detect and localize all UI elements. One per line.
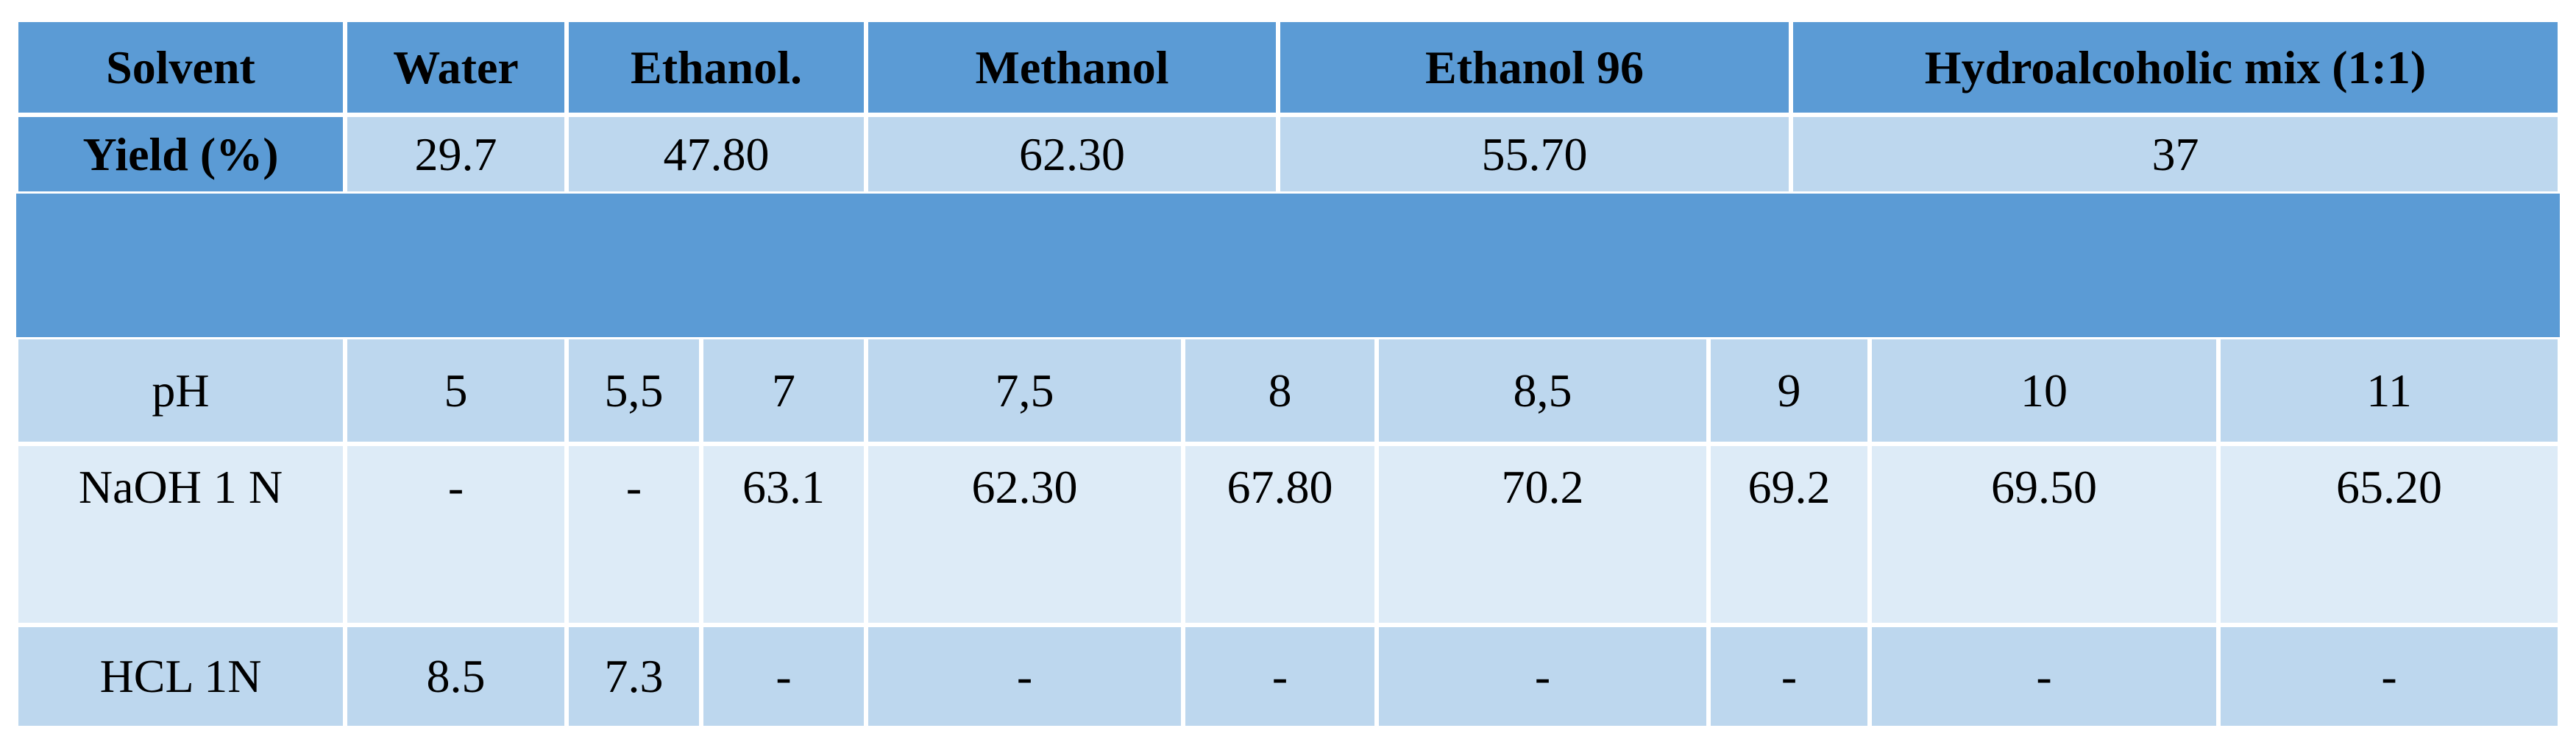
table-cell: 8 xyxy=(1183,337,1377,444)
row-label: Yield (%) xyxy=(16,115,345,194)
header-cell: Water xyxy=(345,20,567,115)
header-cell: Solvent xyxy=(16,20,345,115)
table-cell: - xyxy=(567,444,701,625)
row-label: pH xyxy=(16,337,345,444)
table-cell: - xyxy=(866,625,1183,728)
table-cell: - xyxy=(1709,625,1870,728)
table-cell: 10 xyxy=(1870,337,2218,444)
table-cell: 65.20 xyxy=(2218,444,2560,625)
row-label: HCL 1N xyxy=(16,625,345,728)
yield-cell: 37 xyxy=(1791,115,2560,194)
table-cell: 9 xyxy=(1709,337,1870,444)
separator-band xyxy=(16,194,2560,337)
table-cell: - xyxy=(1870,625,2218,728)
table-cell: 8,5 xyxy=(1377,337,1709,444)
table-cell: - xyxy=(2218,625,2560,728)
table-cell: 7 xyxy=(701,337,866,444)
table-cell: - xyxy=(1183,625,1377,728)
table-cell: 8.5 xyxy=(345,625,567,728)
table-cell: 7.3 xyxy=(567,625,701,728)
table-cell: - xyxy=(345,444,567,625)
table-cell: 62.30 xyxy=(866,444,1183,625)
header-cell: Hydroalcoholic mix (1:1) xyxy=(1791,20,2560,115)
header-cell: Ethanol. xyxy=(567,20,866,115)
table-cell: 70.2 xyxy=(1377,444,1709,625)
table-cell: 67.80 xyxy=(1183,444,1377,625)
table-cell: - xyxy=(1377,625,1709,728)
yield-cell: 29.7 xyxy=(345,115,567,194)
table-cell: 69.50 xyxy=(1870,444,2218,625)
table-cell: 63.1 xyxy=(701,444,866,625)
table-cell: 5,5 xyxy=(567,337,701,444)
header-cell: Ethanol 96 xyxy=(1278,20,1791,115)
table-cell: 5 xyxy=(345,337,567,444)
header-cell: Methanol xyxy=(866,20,1278,115)
yield-cell: 47.80 xyxy=(567,115,866,194)
table-cell: 11 xyxy=(2218,337,2560,444)
yield-cell: 55.70 xyxy=(1278,115,1791,194)
table-cell: - xyxy=(701,625,866,728)
row-label: NaOH 1 N xyxy=(16,444,345,625)
yield-cell: 62.30 xyxy=(866,115,1278,194)
table-cell: 7,5 xyxy=(866,337,1183,444)
table-cell: 69.2 xyxy=(1709,444,1870,625)
